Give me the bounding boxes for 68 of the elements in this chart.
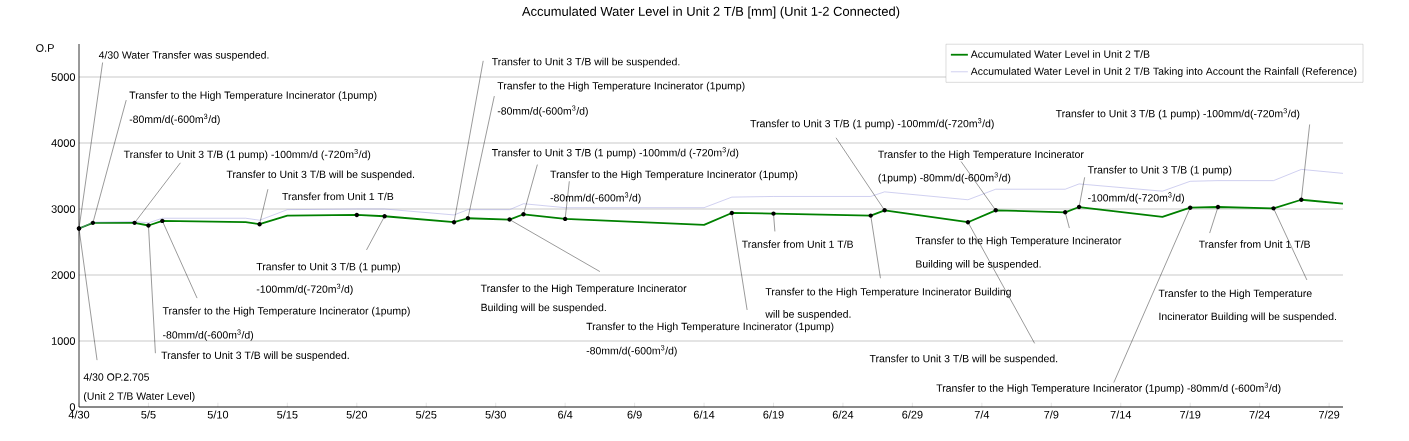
- annotation: (1pump) -80mm/d(-600m$^{3}$/d): [878, 172, 1011, 184]
- x-tick-label: 7/24: [1249, 410, 1270, 419]
- annotation: Transfer to the High Temperature Incinerator Building: [765, 287, 1011, 298]
- x-tick-label: 5/15: [277, 410, 298, 419]
- annotation: Incinerator Building will be suspended.: [1159, 312, 1336, 323]
- annotation: Building will be suspended.: [481, 303, 606, 314]
- annotation: Transfer to Unit 3 T/B will be suspended.: [161, 351, 349, 362]
- annotation: -80mm/d(-600m$^{3}$/d): [550, 192, 641, 204]
- legend-label: Accumulated Water Level in Unit 2 T/B: [970, 50, 1150, 58]
- annotation: Building will be suspended.: [916, 260, 1041, 270]
- x-tick-label: 5/25: [416, 410, 437, 419]
- x-tick-label: 7/29: [1319, 410, 1340, 419]
- x-tick-label: 6/29: [902, 410, 923, 419]
- annotation: Transfer to Unit 3 T/B (1 pump) -100mm/d(-720m$^{3}$/d): [750, 118, 994, 130]
- x-tick-label: 5/5: [141, 410, 156, 419]
- x-tick-label: 5/20: [346, 410, 368, 419]
- annotation: Transfer to Unit 3 T/B (1 pump) -100mm/d(-720m$^{3}$/d): [1055, 108, 1300, 120]
- annotation: Transfer to the High Temperature: [1158, 289, 1312, 300]
- annotation: -100mm/d(-720m$^{3}$/d): [256, 283, 353, 295]
- y-tick-label: 3000: [51, 205, 76, 213]
- annotation: Transfer to Unit 3 T/B (1 pump) -100mm/d (-720m$^{3}$/d): [123, 148, 371, 161]
- y-axis-title: O.P: [36, 44, 54, 52]
- annotation: Transfer to the High Temperature Incinerator (1pump): [586, 322, 834, 333]
- annotation: -80mm/d(-600m$^{3}$/d): [163, 329, 254, 341]
- annotation: Transfer to Unit 3 T/B (1 pump): [1087, 165, 1232, 176]
- x-tick-label: 7/14: [1110, 410, 1132, 419]
- annotation: -80mm/d(-600m$^{3}$/d): [497, 105, 588, 117]
- x-tick-label: 6/19: [763, 410, 784, 419]
- x-tick-label: 5/30: [485, 410, 506, 419]
- annotation: (Unit 2 T/B Water Level): [84, 392, 195, 402]
- x-tick-label: 6/4: [558, 410, 573, 419]
- x-tick-label: 5/10: [207, 410, 229, 419]
- y-tick-label: 5000: [51, 73, 76, 81]
- annotation: Transfer to the High Temperature Incinerator: [480, 284, 687, 295]
- x-tick-label: 6/9: [627, 410, 642, 419]
- x-tick-label: 7/19: [1180, 410, 1201, 419]
- annotation: Transfer to the High Temperature Incinerator (1pump): [162, 306, 410, 317]
- annotation: Transfer to the High Temperature Incinerator: [878, 150, 1084, 161]
- annotation: Transfer to Unit 3 T/B will be suspended.: [869, 354, 1058, 365]
- y-tick-label: 1000: [51, 337, 76, 345]
- annotation: 4/30 OP.2.705: [83, 373, 150, 381]
- x-tick-label: 7/9: [1044, 410, 1059, 419]
- annotation: Transfer from Unit 1 T/B: [741, 240, 853, 248]
- annotation: Transfer to the High Temperature Incinerator (1pump): [129, 91, 377, 101]
- x-tick-label: 7/4: [974, 410, 990, 419]
- annotation: Transfer to the High Temperature Incinerator (1pump) -80mm/d (-600m$^{3}$/d): [936, 382, 1281, 394]
- annotation: Transfer from Unit 1 T/B: [282, 192, 394, 201]
- y-tick-label: 0: [69, 403, 76, 411]
- annotation: -100mm/d(-720m$^{3}$/d): [1088, 192, 1184, 204]
- annotation: Transfer from Unit 1 T/B: [1198, 240, 1310, 248]
- annotation: Transfer to Unit 3 T/B will be suspended.: [491, 57, 680, 68]
- annotation: 4/30 Water Transfer was suspended.: [98, 51, 269, 61]
- annotation: Transfer to Unit 3 T/B (1 pump) -100mm/d (-720m$^{3}$/d): [491, 147, 739, 159]
- annotation: -80mm/d(-600m$^{3}$/d): [129, 113, 220, 126]
- annotation: Transfer to the High Temperature Incinerator (1pump): [497, 81, 745, 92]
- x-tick-label: 6/24: [832, 410, 854, 419]
- legend-label: Accumulated Water Level in Unit 2 T/B Taking into Account the Rainfall (Reference): [970, 67, 1357, 78]
- x-tick-label: 6/14: [693, 410, 715, 419]
- annotation: Transfer to Unit 3 T/B (1 pump): [256, 262, 400, 273]
- annotation: Transfer to Unit 3 T/B will be suspended.: [226, 170, 415, 181]
- y-tick-label: 4000: [51, 139, 76, 147]
- annotation: -80mm/d(-600m$^{3}$/d): [586, 345, 677, 357]
- annotation: Transfer to the High Temperature Incinerator (1pump): [550, 170, 798, 181]
- y-tick-label: 2000: [51, 271, 76, 279]
- annotation: will be suspended.: [765, 310, 851, 320]
- x-tick-label: 4/30: [68, 410, 90, 419]
- chart-title: Accumulated Water Level in Unit 2 T/B [mm] (Unit 1-2 Connected): [521, 6, 900, 19]
- annotation: Transfer to the High Temperature Incinerator: [915, 236, 1122, 247]
